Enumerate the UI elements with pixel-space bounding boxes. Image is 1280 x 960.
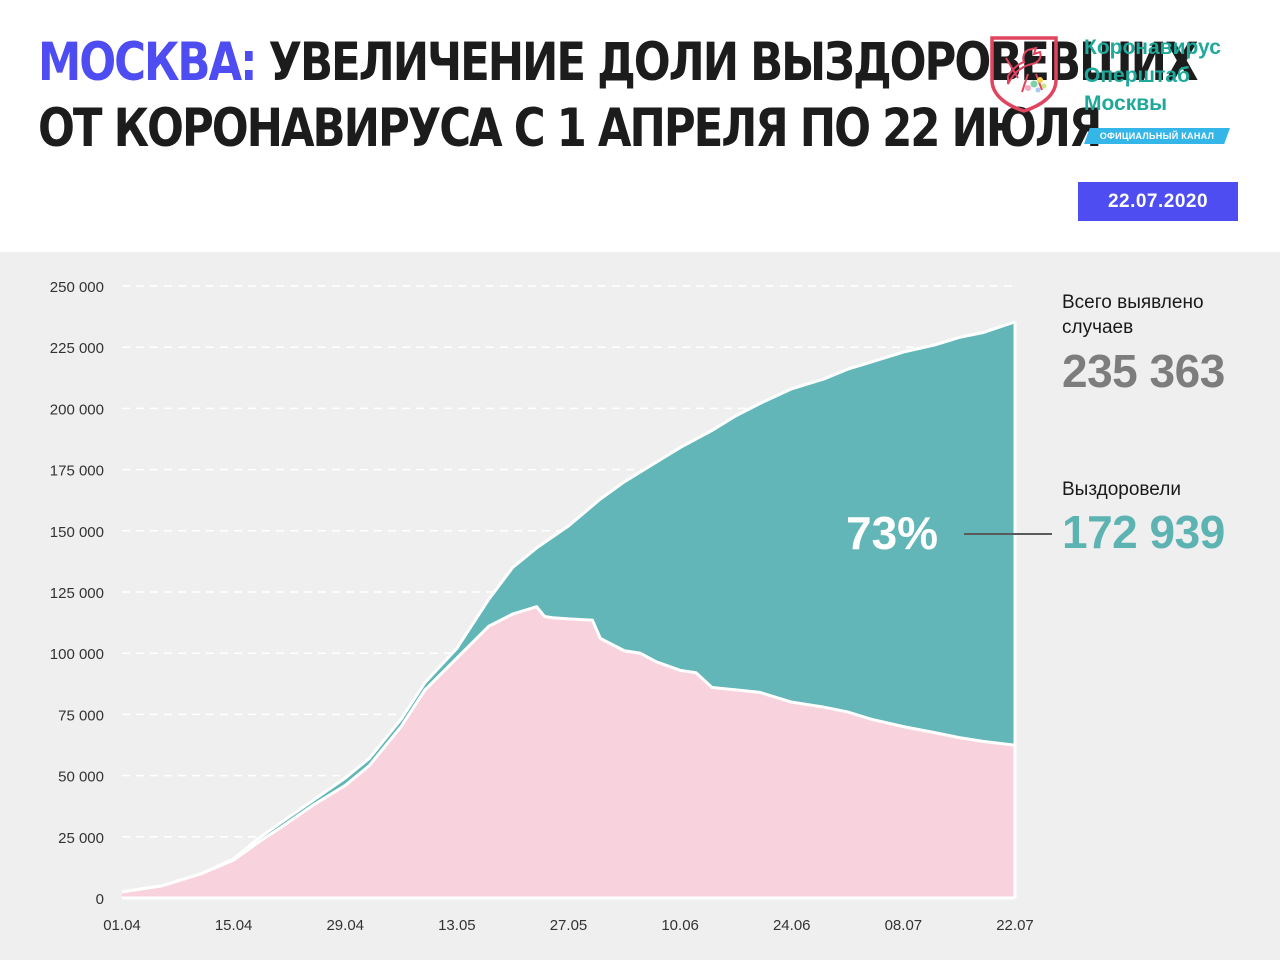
recovered-share-percent: 73% bbox=[846, 507, 939, 559]
active-cases-area bbox=[122, 606, 1015, 898]
x-tick-label: 01.04 bbox=[103, 917, 141, 934]
title-line-2: ОТ КОРОНАВИРУСА С 1 АПРЕЛЯ ПО 22 ИЮЛЯ bbox=[38, 98, 1102, 159]
x-tick-label: 08.07 bbox=[885, 917, 923, 934]
x-tick-label: 24.06 bbox=[773, 917, 811, 934]
y-tick-label: 225 000 bbox=[50, 340, 104, 357]
x-tick-label: 15.04 bbox=[215, 917, 253, 934]
page-title: МОСКВА: УВЕЛИЧЕНИЕ ДОЛИ ВЫЗДОРОВЕВШИХ ОТ… bbox=[38, 30, 1198, 162]
x-tick-label: 29.04 bbox=[326, 917, 364, 934]
y-tick-label: 0 bbox=[96, 891, 104, 908]
brand-name: Коронавирус Оперштаб Москвы bbox=[1084, 34, 1221, 118]
x-tick-label: 22.07 bbox=[996, 917, 1034, 934]
x-tick-label: 13.05 bbox=[438, 917, 476, 934]
x-tick-label: 10.06 bbox=[661, 917, 699, 934]
y-tick-label: 75 000 bbox=[58, 707, 104, 724]
y-tick-label: 125 000 bbox=[50, 585, 104, 602]
recovered-label: Выздоровели bbox=[1062, 479, 1181, 500]
brand-line-1: Коронавирус bbox=[1084, 36, 1221, 59]
title-accent: МОСКВА: bbox=[38, 32, 257, 93]
y-tick-label: 200 000 bbox=[50, 401, 104, 418]
y-tick-label: 250 000 bbox=[50, 279, 104, 296]
y-tick-label: 150 000 bbox=[50, 524, 104, 541]
y-tick-label: 25 000 bbox=[58, 830, 104, 847]
chart-area: 0 25 000 50 000 75 000 100 000 125 000 150 000… bbox=[0, 252, 1280, 960]
date-badge: 22.07.2020 bbox=[1078, 182, 1238, 221]
x-tick-label: 27.05 bbox=[550, 917, 588, 934]
official-channel-badge: ОФИЦИАЛЬНЫЙ КАНАЛ bbox=[1084, 128, 1230, 144]
active-cases-line bbox=[121, 604, 1016, 894]
total-cases-label: Всего выявлено случаев bbox=[1062, 292, 1204, 338]
recovered-value: 172 939 bbox=[1062, 506, 1225, 558]
header: МОСКВА: УВЕЛИЧЕНИЕ ДОЛИ ВЫЗДОРОВЕВШИХ ОТ… bbox=[0, 0, 1280, 252]
share-pointer-line bbox=[964, 533, 1052, 535]
y-tick-label: 100 000 bbox=[50, 646, 104, 663]
total-cases-value: 235 363 bbox=[1062, 345, 1225, 397]
y-tick-label: 50 000 bbox=[58, 769, 104, 786]
y-tick-label: 175 000 bbox=[50, 463, 104, 480]
moscow-emblem-icon bbox=[990, 36, 1058, 113]
title-line-1: УВЕЛИЧЕНИЕ ДОЛИ ВЫЗДОРОВЕВШИХ bbox=[268, 32, 1198, 93]
brand-line-2: Оперштаб bbox=[1084, 64, 1190, 87]
brand-line-3: Москвы bbox=[1084, 92, 1168, 115]
area-chart: 0 25 000 50 000 75 000 100 000 125 000 150 000… bbox=[50, 279, 1034, 934]
total-cases-line bbox=[121, 320, 1016, 894]
